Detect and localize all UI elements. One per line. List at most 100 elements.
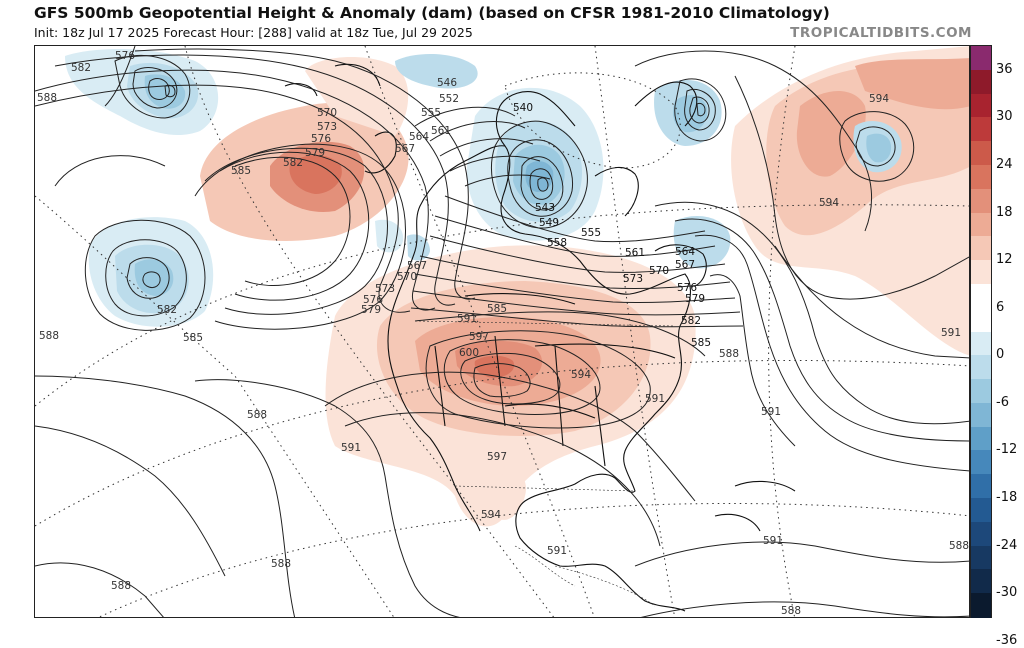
colorbar-tick-label: -36 [996, 632, 1018, 648]
colorbar-segment [971, 521, 991, 547]
site-brand: TROPICALTIDBITS.COM [790, 25, 972, 41]
colorbar-segment [971, 188, 991, 214]
contour-label: 582 [681, 315, 701, 327]
contour-label: 567 [407, 260, 427, 272]
colorbar-segment [971, 117, 991, 142]
colorbar-segment [971, 379, 991, 404]
colorbar-segment [971, 164, 991, 190]
contour-label: 573 [375, 283, 395, 295]
map-svg: 546 552 555 561 564 567 570 573 576 579 … [35, 46, 969, 617]
contour-label: 594 [819, 197, 839, 209]
contour-label: 570 [649, 265, 669, 277]
colorbar-tick-label: 30 [996, 109, 1013, 125]
contour-label: 561 [625, 247, 645, 259]
colorbar-tick-label: 6 [996, 299, 1005, 315]
colorbar-tick-label: 12 [996, 252, 1013, 268]
contour-label: 561 [431, 125, 451, 137]
colorbar-segment [971, 141, 991, 166]
colorbar-tick-label: -6 [996, 394, 1009, 410]
colorbar-segment [971, 260, 991, 285]
coastlines [284, 63, 796, 612]
contour-label: 576 [115, 50, 135, 62]
colorbar-segment [971, 450, 991, 475]
contour-label: 588 [949, 540, 969, 552]
colorbar-segment [971, 545, 991, 571]
colorbar-segment [971, 236, 991, 261]
colorbar-tick-label: 18 [996, 204, 1013, 220]
contour-label: 564 [409, 131, 429, 143]
contour-label: 588 [39, 330, 59, 342]
contour-label: 549 [539, 217, 559, 229]
contour-label: 591 [341, 442, 361, 454]
contour-label: 579 [305, 147, 325, 159]
contour-label: 582 [157, 304, 177, 316]
contour-label: 579 [685, 293, 705, 305]
colorbar-segment [971, 498, 991, 523]
contour-label: 564 [675, 246, 695, 258]
contour-label: 582 [283, 157, 303, 169]
contour-label: 585 [183, 332, 203, 344]
contour-label: 558 [547, 237, 567, 249]
contour-label: 591 [761, 406, 781, 418]
contour-label: 597 [469, 331, 489, 343]
contour-label: 582 [71, 62, 91, 74]
contour-label: 591 [645, 393, 665, 405]
contour-label: 585 [231, 165, 251, 177]
colorbar-segment [971, 402, 991, 428]
contour-label: 597 [487, 451, 507, 463]
contour-label: 540 [513, 102, 533, 114]
contour-labels: 546 552 555 561 564 567 570 573 576 579 … [37, 50, 969, 617]
map-title: GFS 500mb Geopotential Height & Anomaly … [34, 4, 830, 22]
contour-label: 567 [675, 259, 695, 271]
contour-label: 576 [363, 294, 383, 306]
colorbar-segment [971, 355, 991, 380]
colorbar-tick-label: -30 [996, 585, 1018, 601]
forecast-map: 546 552 555 561 564 567 570 573 576 579 … [34, 45, 970, 618]
contour-label: 570 [317, 107, 337, 119]
contour-label: 570 [397, 271, 417, 283]
contour-label: 567 [395, 143, 415, 155]
contour-label: 585 [691, 337, 711, 349]
contour-label: 600 [459, 347, 479, 359]
contour-label: 585 [487, 303, 507, 315]
contour-label: 591 [457, 313, 477, 325]
colorbar-segment [971, 93, 991, 118]
colorbar-tick-label: -12 [996, 442, 1018, 458]
contour-label: 543 [535, 202, 555, 214]
colorbar-segment [971, 593, 991, 618]
colorbar-tick-label: -18 [996, 490, 1018, 506]
colorbar-segment [971, 307, 991, 333]
political-borders [414, 320, 676, 607]
contour-label: 573 [317, 121, 337, 133]
contour-label: 588 [781, 605, 801, 617]
colorbar-tick-label: -24 [996, 537, 1018, 553]
anomaly-colorbar [970, 45, 992, 618]
contour-label: 555 [421, 107, 441, 119]
contour-label: 546 [437, 77, 457, 89]
colorbar-segment [971, 283, 991, 309]
contour-label: 591 [547, 545, 567, 557]
contour-label: 579 [361, 304, 381, 316]
colorbar-segment [971, 212, 991, 237]
contour-label: 576 [311, 133, 331, 145]
anomaly-shading [65, 46, 969, 527]
colorbar-segment [971, 331, 991, 356]
contour-label: 576 [677, 282, 697, 294]
contour-label: 594 [481, 509, 501, 521]
contour-label: 594 [571, 369, 591, 381]
contour-label: 588 [111, 580, 131, 592]
height-contours [35, 46, 969, 617]
colorbar-segment [971, 426, 991, 452]
colorbar-segment [971, 474, 991, 499]
contour-label: 588 [37, 92, 57, 104]
colorbar-segment [971, 569, 991, 594]
contour-label: 594 [869, 93, 889, 105]
colorbar-tick-label: 36 [996, 61, 1013, 77]
contour-label: 552 [439, 93, 459, 105]
contour-label: 588 [719, 348, 739, 360]
colorbar-segment [971, 69, 991, 95]
contour-label: 555 [581, 227, 601, 239]
colorbar-tick-label: 0 [996, 347, 1005, 363]
contour-label: 591 [763, 535, 783, 547]
colorbar-tick-label: 24 [996, 156, 1013, 172]
